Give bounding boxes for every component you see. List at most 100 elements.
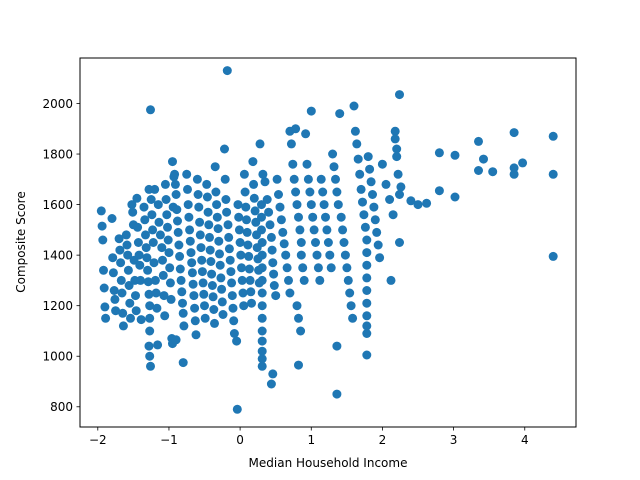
y-axis-title: Composite Score	[14, 191, 28, 292]
y-tick-label: 1200	[42, 299, 73, 313]
data-point	[109, 286, 119, 295]
x-tick-label: 0	[236, 433, 244, 447]
data-point	[149, 258, 159, 268]
data-point	[269, 269, 279, 279]
data-point	[215, 260, 225, 270]
data-point	[162, 210, 172, 220]
data-point	[362, 321, 372, 331]
data-point	[145, 313, 155, 323]
data-point	[202, 179, 212, 189]
data-point	[285, 288, 295, 298]
data-point	[362, 273, 372, 283]
data-point	[301, 129, 311, 139]
data-point	[146, 105, 155, 115]
data-point	[234, 225, 244, 235]
data-point	[211, 187, 221, 197]
data-point	[319, 200, 329, 210]
data-point	[257, 361, 267, 371]
data-point	[331, 174, 340, 184]
data-point	[312, 250, 322, 260]
data-point	[235, 238, 245, 247]
data-point	[250, 206, 260, 216]
data-point	[242, 227, 252, 237]
data-point	[353, 154, 363, 164]
data-point	[509, 163, 519, 173]
data-point	[326, 263, 336, 273]
data-point	[159, 291, 169, 301]
data-point	[257, 301, 267, 311]
data-point	[127, 200, 137, 210]
data-point	[322, 225, 332, 235]
data-point	[185, 236, 195, 246]
data-point	[146, 361, 155, 371]
data-point	[362, 260, 372, 270]
data-point	[146, 195, 156, 204]
data-point	[205, 232, 214, 242]
data-point	[185, 225, 195, 235]
y-tick-label: 2000	[42, 97, 73, 111]
data-point	[187, 258, 197, 268]
data-point	[279, 239, 289, 249]
data-point	[267, 245, 277, 255]
data-point	[227, 291, 237, 301]
data-point	[362, 350, 372, 360]
data-point	[369, 202, 379, 212]
data-point	[154, 217, 164, 227]
data-point	[275, 202, 285, 212]
data-point	[291, 187, 301, 197]
data-point	[346, 301, 356, 311]
data-point	[372, 227, 382, 237]
data-point	[204, 220, 214, 230]
data-point	[206, 257, 216, 266]
data-point	[381, 179, 391, 189]
data-point	[131, 291, 140, 301]
x-axis-ticks: −2 −1 0 1 2 3 4	[89, 427, 529, 447]
data-point	[257, 354, 267, 364]
data-point	[125, 298, 135, 308]
data-point	[173, 227, 183, 237]
data-point	[406, 196, 416, 206]
data-point	[141, 243, 151, 253]
data-point	[155, 230, 165, 240]
data-point	[362, 248, 372, 258]
data-point	[392, 144, 402, 154]
data-point	[244, 264, 254, 274]
data-point	[182, 169, 192, 179]
data-point	[135, 260, 145, 270]
data-point	[375, 253, 385, 263]
data-point	[309, 225, 319, 235]
data-point	[108, 253, 118, 263]
data-point	[161, 195, 171, 204]
data-point	[139, 202, 149, 212]
data-point	[257, 336, 267, 346]
data-point	[518, 158, 528, 168]
data-point	[229, 329, 239, 338]
data-point	[338, 225, 348, 235]
data-point	[133, 238, 143, 247]
data-point	[271, 291, 281, 301]
data-point	[200, 313, 210, 323]
data-point	[224, 232, 234, 242]
data-point	[216, 273, 226, 283]
data-point	[359, 210, 369, 220]
x-tick-label: 2	[379, 433, 387, 447]
data-point	[306, 106, 316, 116]
data-point	[311, 238, 320, 247]
data-point	[207, 281, 217, 290]
data-point	[140, 215, 150, 225]
data-point	[395, 90, 404, 100]
data-point	[333, 200, 343, 210]
data-point	[268, 258, 278, 268]
data-point	[214, 236, 224, 246]
data-point	[220, 144, 229, 154]
data-point	[479, 154, 488, 164]
data-point	[99, 265, 108, 275]
data-point	[133, 222, 143, 232]
data-point	[165, 263, 175, 273]
data-point	[340, 250, 350, 260]
data-point	[390, 134, 400, 144]
data-point	[188, 279, 198, 289]
data-point	[244, 251, 254, 261]
data-point	[284, 275, 293, 285]
